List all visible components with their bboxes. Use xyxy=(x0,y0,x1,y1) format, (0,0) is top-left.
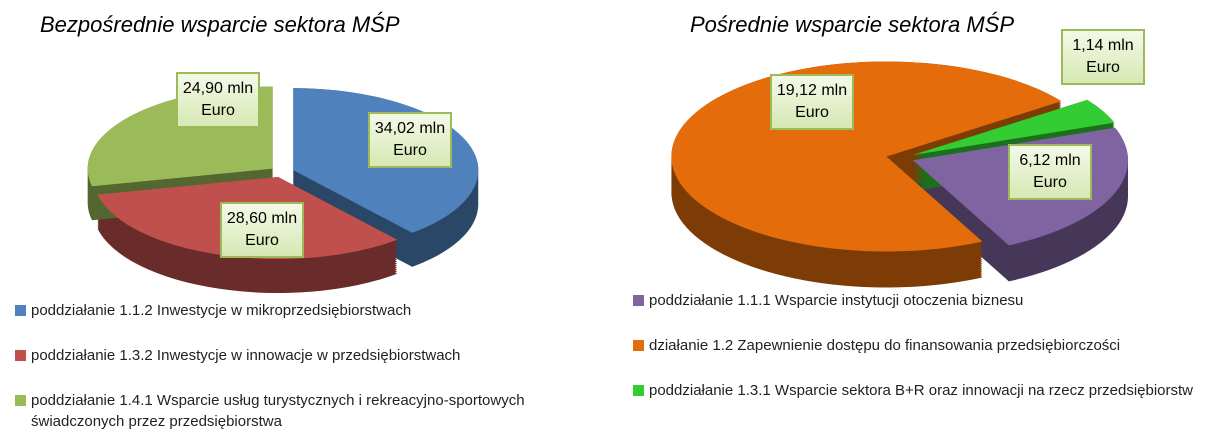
chart-title: Pośrednie wsparcie sektora MŚP xyxy=(690,12,1015,37)
slice xyxy=(912,99,1115,156)
value-label: 28,60 mln Euro xyxy=(220,202,304,258)
legend-label: działanie 1.2 Zapewnienie dostępu do fin… xyxy=(649,337,1121,354)
value-label: 24,90 mln Euro xyxy=(176,72,260,128)
value-label: 6,12 mln Euro xyxy=(1008,144,1092,200)
legend-label: poddziałanie 1.1.1 Wsparcie instytucji o… xyxy=(649,292,1024,309)
legend-label: poddziałanie 1.1.2 Inwestycje w mikroprz… xyxy=(31,302,412,319)
legend-label: poddziałanie 1.4.1 Wsparcie usług turyst… xyxy=(31,392,525,430)
value-label: 34,02 mln Euro xyxy=(368,112,452,168)
legend-swatch xyxy=(633,340,644,351)
legend-swatch xyxy=(15,395,26,406)
chart-title: Bezpośrednie wsparcie sektora MŚP xyxy=(40,12,400,37)
slice xyxy=(671,61,1062,252)
legend-label: poddziałanie 1.3.1 Wsparcie sektora B+R … xyxy=(649,382,1194,399)
value-label: 1,14 mln Euro xyxy=(1061,29,1145,85)
legend-swatch xyxy=(633,295,644,306)
legend-swatch xyxy=(633,385,644,396)
legend-swatch xyxy=(15,305,26,316)
legend-swatch xyxy=(15,350,26,361)
value-label: 19,12 mln Euro xyxy=(770,74,854,130)
legend-label: poddziałanie 1.3.2 Inwestycje w innowacj… xyxy=(31,347,461,364)
